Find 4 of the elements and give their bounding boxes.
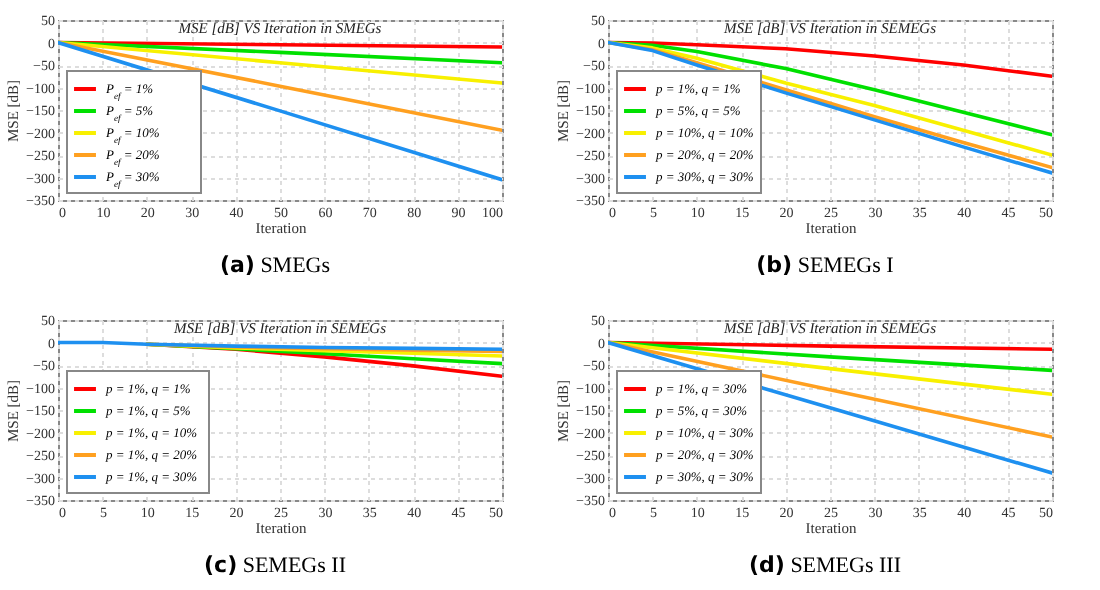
text: (b) SEMEGs I <box>754 252 896 278</box>
text: (d) SEMEGs III <box>747 552 903 578</box>
text: (c) SEMEGs II <box>202 552 348 578</box>
text: (a) SMEGs <box>217 252 333 278</box>
